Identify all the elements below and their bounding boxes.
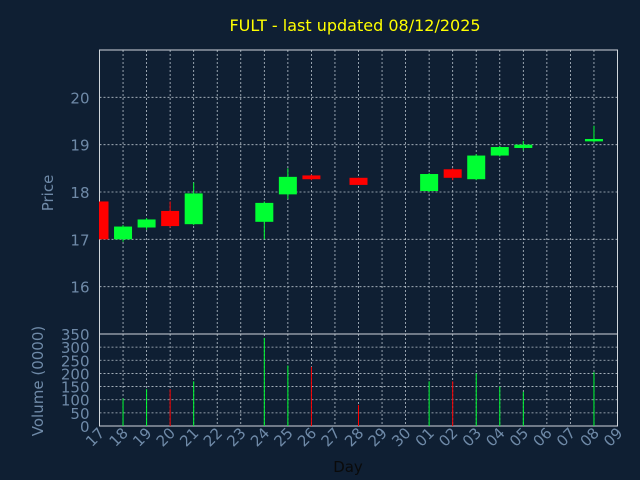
x-tick-label: 01 bbox=[412, 424, 438, 450]
candle-body bbox=[278, 176, 297, 195]
x-tick-label: 27 bbox=[318, 424, 344, 450]
x-tick-label: 25 bbox=[270, 424, 296, 450]
price-tick-label: 17 bbox=[70, 231, 89, 249]
volume-tick-label: 0 bbox=[80, 418, 90, 436]
x-tick-label: 30 bbox=[388, 424, 414, 450]
volume-tick-label: 300 bbox=[61, 339, 90, 357]
x-tick-label: 20 bbox=[153, 424, 179, 450]
x-tick-label: 03 bbox=[459, 424, 485, 450]
price-tick-label: 19 bbox=[70, 137, 89, 155]
x-tick-label: 08 bbox=[577, 424, 603, 450]
volume-tick-label: 200 bbox=[61, 365, 90, 383]
candle-body bbox=[255, 202, 274, 222]
price-tick-label: 16 bbox=[70, 279, 89, 297]
volume-tick-label: 50 bbox=[70, 405, 89, 423]
x-tick-label: 22 bbox=[200, 424, 226, 450]
price-tick-label: 20 bbox=[70, 89, 89, 107]
candle-body bbox=[443, 169, 462, 178]
volume-panel: 0501001502002503003501718192021222324252… bbox=[61, 326, 626, 450]
candle-body bbox=[114, 226, 133, 240]
candle-body bbox=[99, 201, 109, 240]
candle-body bbox=[184, 193, 203, 225]
x-axis-label: Day bbox=[333, 458, 363, 476]
price-axis-label: Price bbox=[39, 175, 57, 212]
x-tick-label: 02 bbox=[435, 424, 461, 450]
x-tick-label: 06 bbox=[529, 424, 555, 450]
x-tick-label: 24 bbox=[247, 424, 273, 450]
candle-body bbox=[302, 175, 321, 180]
candle-body bbox=[467, 155, 486, 180]
candle-body bbox=[420, 174, 439, 192]
candle-body bbox=[584, 138, 603, 142]
price-panel: 16 17 18 19 20 bbox=[70, 49, 618, 335]
candle-body bbox=[161, 210, 180, 227]
x-tick-label: 07 bbox=[553, 424, 579, 450]
x-tick-label: 21 bbox=[176, 424, 202, 450]
price-tick-label: 18 bbox=[70, 184, 89, 202]
candle-body bbox=[349, 177, 368, 185]
x-tick-label: 05 bbox=[506, 424, 532, 450]
x-tick-label: 19 bbox=[129, 424, 155, 450]
candle-body bbox=[137, 219, 156, 228]
volume-tick-label: 350 bbox=[61, 326, 90, 344]
x-tick-label: 29 bbox=[365, 424, 391, 450]
x-tick-label: 04 bbox=[482, 424, 508, 450]
x-tick-label: 23 bbox=[223, 424, 249, 450]
candle-body bbox=[514, 144, 533, 148]
x-tick-label: 09 bbox=[600, 424, 626, 450]
volume-tick-label: 250 bbox=[61, 352, 90, 370]
volume-tick-label: 150 bbox=[61, 379, 90, 397]
candle-body bbox=[490, 147, 509, 156]
chart-title: FULT - last updated 08/12/2025 bbox=[229, 16, 480, 35]
x-tick-label: 18 bbox=[106, 424, 132, 450]
volume-axis-label: Volume (0000) bbox=[29, 326, 47, 436]
x-tick-label: 26 bbox=[294, 424, 320, 450]
volume-tick-label: 100 bbox=[61, 392, 90, 410]
x-tick-label: 28 bbox=[341, 424, 367, 450]
